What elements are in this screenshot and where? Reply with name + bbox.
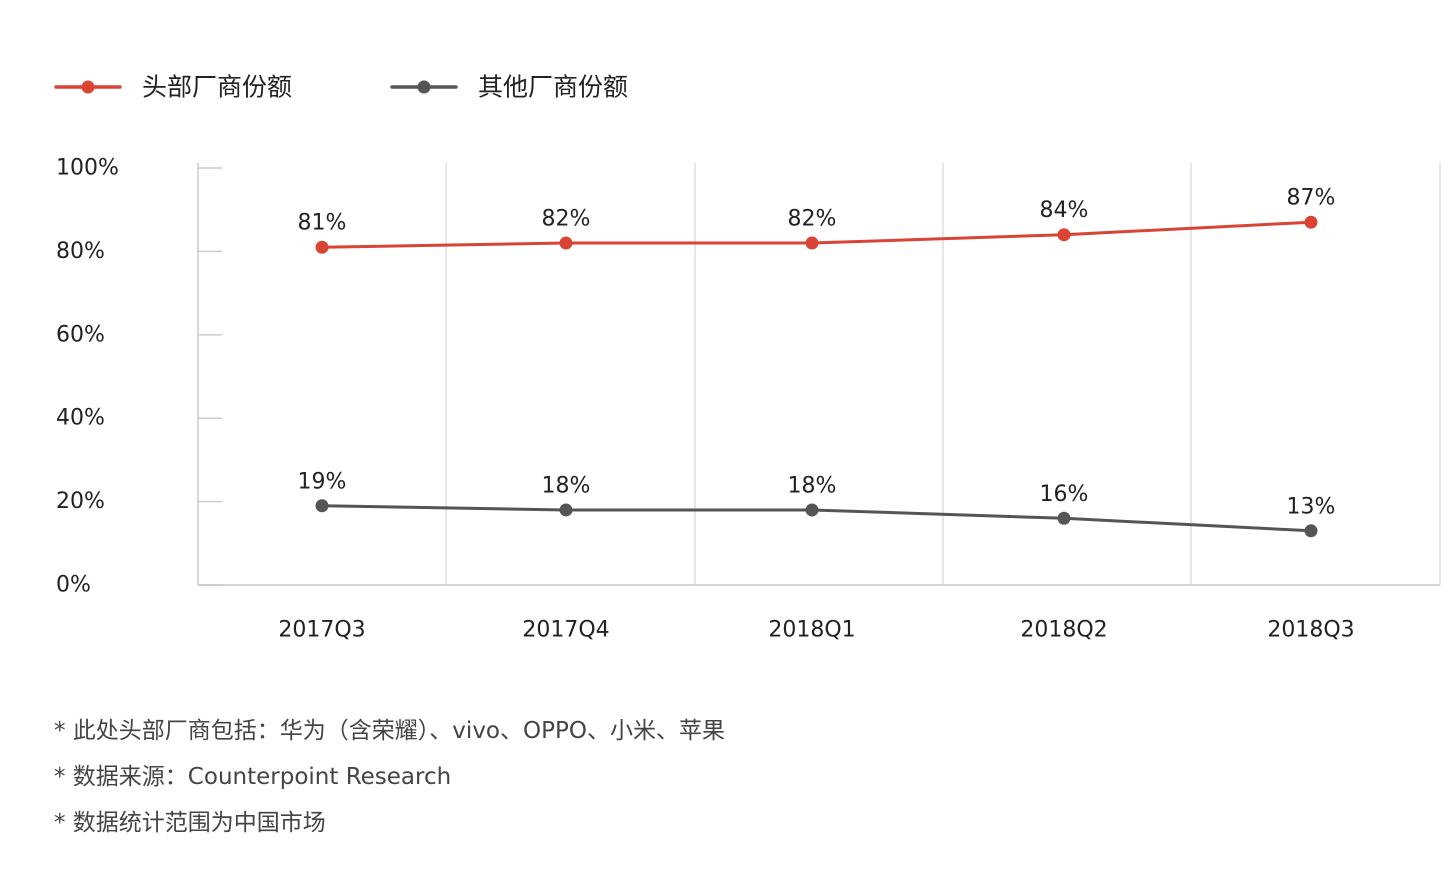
data-label-0-3: 84% [1040, 198, 1089, 223]
data-label-1-4: 13% [1287, 494, 1336, 519]
y-tick-label-0: 0% [56, 573, 91, 598]
data-point-1-2 [805, 503, 819, 517]
data-label-0-2: 82% [788, 207, 837, 232]
y-tick-label-4: 80% [56, 239, 105, 264]
data-point-1-3 [1057, 511, 1071, 525]
x-tick-label-1: 2017Q4 [522, 618, 609, 643]
data-label-1-2: 18% [788, 473, 837, 498]
data-label-0-4: 87% [1287, 186, 1336, 211]
footnote-manufacturers: * 此处头部厂商包括：华为（含荣耀）、vivo、OPPO、小米、苹果 [54, 718, 725, 744]
legend-marker-1 [417, 80, 431, 94]
footnote-source: * 数据来源：Counterpoint Research [54, 764, 452, 790]
data-point-1-0 [315, 499, 329, 513]
footnote-scope: * 数据统计范围为中国市场 [54, 810, 326, 836]
footnotes: * 此处头部厂商包括：华为（含荣耀）、vivo、OPPO、小米、苹果 * 数据来… [54, 708, 1414, 846]
y-tick-label-3: 60% [56, 322, 105, 347]
data-label-0-0: 81% [298, 211, 347, 236]
x-tick-label-0: 2017Q3 [278, 618, 365, 643]
x-tick-label-4: 2018Q3 [1267, 618, 1354, 643]
data-label-1-0: 19% [298, 469, 347, 494]
legend-label-1: 其他厂商份额 [478, 73, 628, 102]
y-tick-label-5: 100% [56, 156, 119, 181]
x-tick-label-3: 2018Q2 [1020, 618, 1107, 643]
data-point-0-3 [1057, 228, 1071, 242]
data-label-1-1: 18% [542, 473, 591, 498]
x-tick-label-2: 2018Q1 [768, 618, 855, 643]
data-label-1-3: 16% [1040, 482, 1089, 507]
y-tick-label-2: 40% [56, 406, 105, 431]
data-point-0-1 [559, 236, 573, 250]
data-point-0-2 [805, 236, 819, 250]
data-point-0-0 [315, 240, 329, 254]
data-point-1-4 [1304, 524, 1318, 538]
data-label-0-1: 82% [542, 207, 591, 232]
data-point-1-1 [559, 503, 573, 517]
legend-marker-0 [81, 80, 95, 94]
y-tick-label-1: 20% [56, 489, 105, 514]
data-point-0-4 [1304, 215, 1318, 229]
legend-label-0: 头部厂商份额 [142, 73, 292, 102]
